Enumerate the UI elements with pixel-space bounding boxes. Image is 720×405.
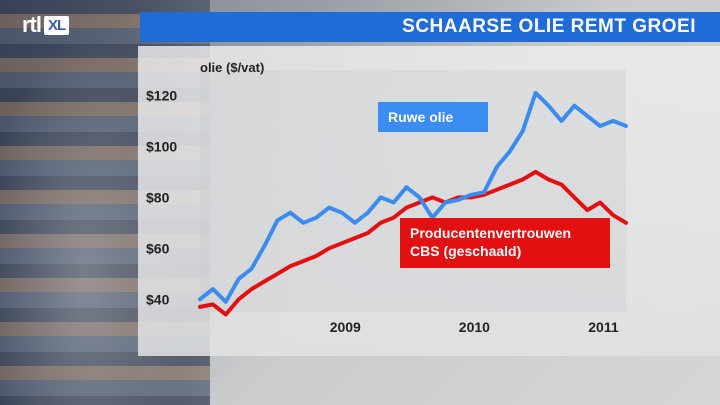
crude-oil-line (198, 90, 628, 304)
y-axis-label: olie ($/vat) (200, 60, 264, 75)
chart-panel: $40 $60 $80 $100 $120 2009 2010 2011 olie ($/v… (138, 46, 720, 356)
crude-oil-label-box (378, 102, 488, 132)
y-tick-label: $60 (146, 240, 170, 256)
producer-confidence-label-line: CBS (geschaald) (410, 243, 521, 259)
y-axis-ticks: $40 $60 $80 $100 $120 (146, 87, 177, 307)
logo-suffix: XL (44, 15, 70, 35)
page-title: SCHAARSE OLIE REMT GROEI (402, 16, 696, 37)
title-bar: SCHAARSE OLIE REMT GROEI (140, 12, 720, 42)
y-tick-label: $80 (146, 189, 170, 205)
producer-confidence-label-line: Producentenvertrouwen (410, 225, 571, 241)
crude-oil-label: Ruwe olie (388, 109, 454, 125)
y-tick-label: $40 (146, 291, 170, 307)
y-tick-label: $120 (146, 87, 177, 103)
logo-brand: rtl (22, 12, 42, 37)
rtl-xl-logo: rtl XL (22, 12, 70, 38)
x-tick-label: 2010 (459, 319, 490, 335)
plot-area (198, 90, 628, 317)
series-labels: Ruwe olie Producentenvertrouwen CBS (gesch… (378, 102, 610, 268)
x-tick-label: 2011 (588, 319, 619, 335)
oil-chart: $40 $60 $80 $100 $120 2009 2010 2011 olie ($/v… (146, 60, 628, 335)
producer-confidence-label-box (400, 218, 610, 268)
producer-confidence-line (198, 169, 628, 317)
y-tick-label: $100 (146, 138, 177, 154)
x-axis-ticks: 2009 2010 2011 (330, 319, 619, 335)
x-tick-label: 2009 (330, 319, 361, 335)
